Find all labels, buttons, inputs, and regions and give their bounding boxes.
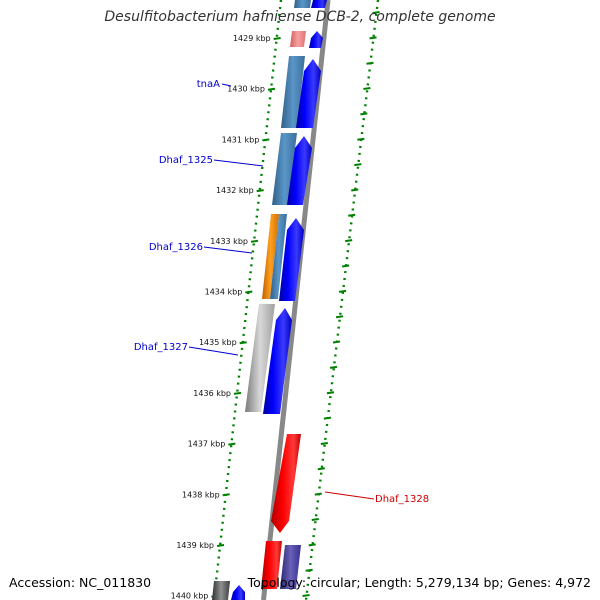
gene-block-red xyxy=(261,541,282,589)
gene-block-slate xyxy=(280,545,301,589)
dhaf1326-leader xyxy=(203,246,253,254)
gene-labels: tnaA Dhaf_1325 Dhaf_1326 Dhaf_1327 Dhaf_… xyxy=(134,79,429,505)
label-dhaf1328[interactable]: Dhaf_1328 xyxy=(375,494,429,505)
outer-ring-tick xyxy=(314,492,322,496)
inner-dotted-ring xyxy=(212,0,283,600)
ruler-tick xyxy=(267,87,276,91)
outer-ring-tick xyxy=(348,213,356,217)
outer-ring-tick xyxy=(311,518,319,521)
gene-block-dhaf1325 xyxy=(272,133,297,205)
gene-arrow-tnaA xyxy=(296,59,321,128)
ruler-label: 1431 kbp xyxy=(222,135,260,144)
gene-label-lines xyxy=(188,83,375,500)
label-tnaA[interactable]: tnaA xyxy=(197,79,220,90)
ruler-tick xyxy=(228,442,236,446)
ruler-label: 1436 kbp xyxy=(193,389,231,398)
ruler-tick xyxy=(262,138,270,142)
ruler-tick xyxy=(222,493,230,497)
ruler-label: 1438 kbp xyxy=(182,490,220,499)
outer-ring-tick xyxy=(354,163,362,167)
outer-ring-ticks xyxy=(302,11,380,598)
map-title: Desulfitobacterium hafniense DCB-2, comp… xyxy=(104,9,496,25)
ruler: 1429 kbp 1430 kbp 1431 kbp 1432 kbp 1433 kbp… xyxy=(171,34,281,600)
outer-ring-tick xyxy=(360,112,368,116)
dhaf1325-leader xyxy=(213,159,264,167)
ruler-label: 1429 kbp xyxy=(233,34,271,43)
outer-ring-tick xyxy=(366,61,374,65)
ruler-label: 1430 kbp xyxy=(227,85,265,94)
outer-ring-tick xyxy=(332,340,341,344)
gene-arrow-dhaf1327 xyxy=(263,308,292,414)
gene-arrow-dhaf1325 xyxy=(287,136,312,205)
ruler-tick xyxy=(216,544,225,547)
outer-ring-tick xyxy=(363,87,371,91)
dhaf1328-leader xyxy=(324,491,375,500)
gene-block-top xyxy=(294,0,311,8)
outer-ring-tick xyxy=(329,365,338,369)
topology-text: Topology: circular; Length: 5,279,134 bp… xyxy=(247,575,591,590)
ruler-tick xyxy=(233,391,242,395)
label-dhaf1327[interactable]: Dhaf_1327 xyxy=(134,342,188,353)
gene-block-pink xyxy=(290,31,306,47)
ruler-label: 1439 kbp xyxy=(176,541,214,550)
outer-ring-tick xyxy=(326,391,335,395)
outer-ring-tick xyxy=(341,264,350,268)
label-dhaf1326[interactable]: Dhaf_1326 xyxy=(149,242,203,253)
tnaA-leader xyxy=(221,83,232,87)
gene-arrow-dhaf1326 xyxy=(279,218,304,301)
outer-ring-tick xyxy=(369,36,377,40)
gene-arrow-column xyxy=(231,0,327,600)
ruler-tick xyxy=(245,290,253,294)
ruler-tick xyxy=(256,189,264,193)
ruler-label: 1434 kbp xyxy=(205,288,243,297)
gene-block-bottom-dark xyxy=(212,581,230,600)
outer-dotted-ring xyxy=(304,0,380,600)
outer-ring-tick xyxy=(335,315,344,319)
outer-ring-tick xyxy=(338,289,347,293)
gene-block-dhaf1326-orange xyxy=(262,214,279,299)
outer-ring-tick xyxy=(372,11,380,14)
outer-ring-tick xyxy=(345,239,353,243)
ruler-label: 1437 kbp xyxy=(188,440,226,449)
ruler-label: 1432 kbp xyxy=(216,186,254,195)
gene-block-dhaf1326-steel xyxy=(270,214,287,299)
label-dhaf1325[interactable]: Dhaf_1325 xyxy=(159,155,213,166)
gene-arrow-1429 xyxy=(309,31,323,48)
gene-block-dhaf1327 xyxy=(245,304,275,412)
ruler-tick xyxy=(273,37,281,40)
outer-ring-tick xyxy=(323,416,332,420)
gene-arrow-top xyxy=(311,0,327,8)
ruler-tick xyxy=(250,239,259,243)
outer-ring-tick xyxy=(308,543,316,547)
outer-ring-tick xyxy=(302,594,310,598)
ruler-tick xyxy=(239,341,247,345)
accession-text: Accession: NC_011830 xyxy=(9,575,152,590)
outer-ring-tick xyxy=(357,137,365,141)
outer-ring-tick xyxy=(305,568,313,572)
ruler-label: 1433 kbp xyxy=(210,237,248,246)
genome-backbone xyxy=(261,0,331,600)
outer-ring-tick xyxy=(351,188,359,192)
gene-arrow-bottom xyxy=(231,585,245,600)
ruler-label: 1435 kbp xyxy=(199,338,237,347)
outer-ring-tick xyxy=(317,467,325,471)
gene-arrow-dhaf1328 xyxy=(271,434,301,533)
outer-ring-tick xyxy=(320,441,328,445)
dhaf1327-leader xyxy=(188,346,239,356)
ruler-label: 1440 kbp xyxy=(171,592,209,600)
